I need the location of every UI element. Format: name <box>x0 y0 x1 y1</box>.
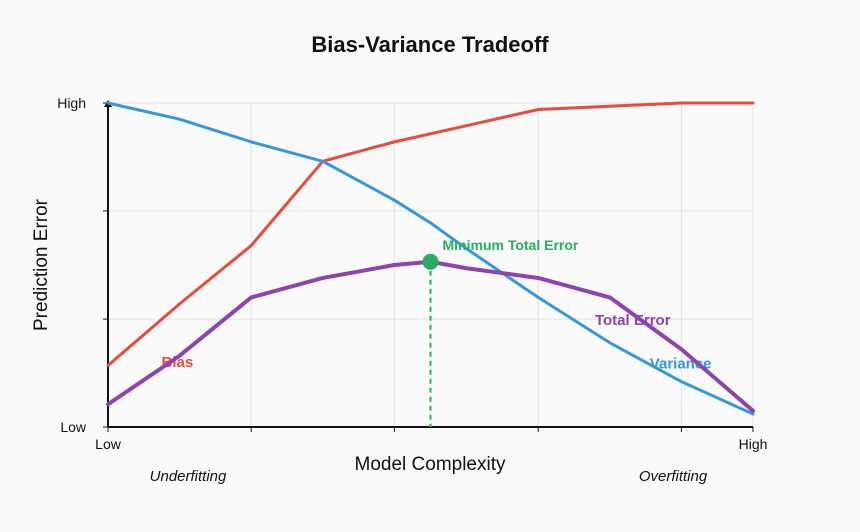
overfitting-label: Overfitting <box>639 468 708 485</box>
x-axis-title: Model Complexity <box>355 454 506 475</box>
variance-label: Variance <box>650 356 712 373</box>
total-error-label: Total Error <box>595 312 671 329</box>
x-tick-label: High <box>739 436 768 452</box>
y-axis-title: Prediction Error <box>31 198 52 331</box>
y-tick-label: Low <box>60 419 87 435</box>
x-tick-label: Low <box>95 436 122 452</box>
chart-title: Bias-Variance Tradeoff <box>311 32 549 57</box>
underfitting-label: Underfitting <box>150 468 227 485</box>
minimum-point <box>422 253 439 270</box>
y-tick-label: High <box>57 95 86 111</box>
annotation-layer: Minimum Total Error <box>422 237 579 427</box>
axes: Low High Low High <box>57 95 767 452</box>
minimum-annotation-label: Minimum Total Error <box>443 237 579 253</box>
variance-line <box>106 101 755 416</box>
bias-line <box>106 101 755 367</box>
bias-label: Bias <box>162 354 194 371</box>
